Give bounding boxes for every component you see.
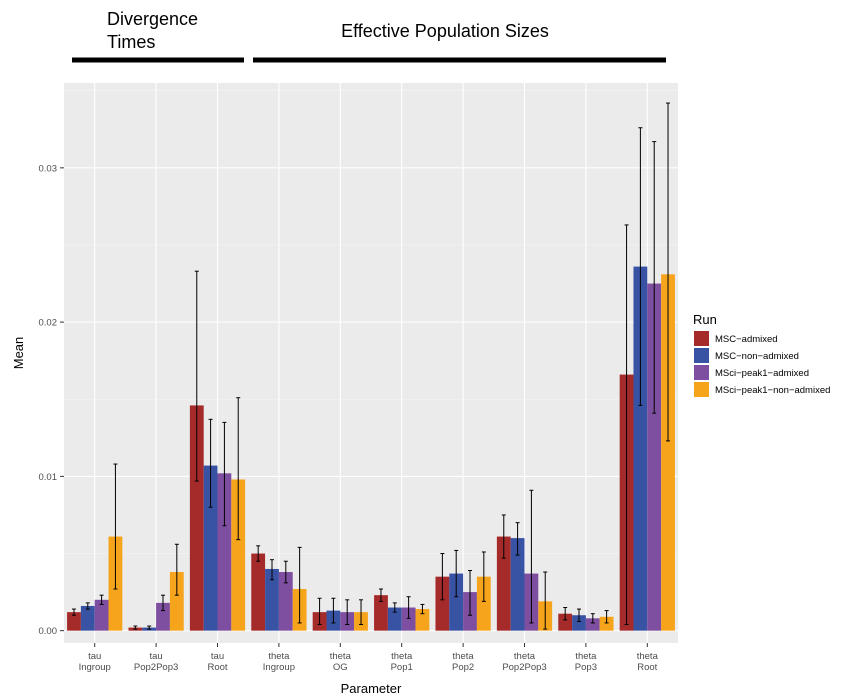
legend-swatch: [694, 331, 709, 346]
legend-swatch: [694, 382, 709, 397]
legend-swatch: [694, 365, 709, 380]
effective-label: Effective Population Sizes: [341, 21, 549, 41]
bar: [585, 618, 600, 631]
bar: [647, 283, 662, 631]
divergence-label-line1: Divergence: [107, 9, 198, 29]
y-tick-label: 0.01: [39, 472, 58, 483]
legend: Run MSC−admixed MSC−non−admixed MSci−peak1…: [693, 312, 830, 397]
x-tick-label: theta Pop3: [575, 651, 597, 673]
bar: [387, 607, 402, 631]
x-tick-label: theta OG: [330, 651, 352, 673]
bar: [599, 616, 614, 631]
bar: [558, 613, 573, 631]
bar: [496, 536, 511, 631]
x-tick-label: tau Root: [207, 651, 227, 673]
legend-label: MSC−admixed: [715, 334, 778, 345]
bar: [67, 612, 81, 631]
bar: [435, 576, 450, 631]
error-bars: [71, 102, 671, 630]
panel-background: [64, 83, 678, 643]
legend-label: MSci−peak1−non−admixed: [715, 385, 830, 396]
bar: [572, 615, 586, 631]
y-tick-label: 0.03: [39, 163, 58, 174]
legend-label: MSci−peak1−admixed: [715, 368, 809, 379]
bar: [265, 568, 279, 631]
x-tick-label: theta Ingroup: [263, 651, 295, 673]
bar: [169, 572, 184, 631]
bar: [633, 266, 648, 631]
bar: [94, 599, 109, 631]
bar: [415, 609, 430, 631]
bar: [661, 274, 675, 631]
x-tick-label: theta Pop1: [391, 651, 413, 673]
bar: [278, 572, 293, 631]
y-tick-label: 0.02: [39, 318, 58, 329]
y-axis: 0.00 0.01 0.02 0.03: [39, 163, 64, 637]
x-tick-label: tau Ingroup: [79, 651, 111, 673]
divergence-label-line2: Times: [107, 32, 155, 52]
legend-swatch: [694, 348, 709, 363]
bar: [156, 602, 170, 631]
x-axis-title: Parameter: [341, 681, 402, 696]
x-tick-label: tau Pop2Pop3: [134, 651, 178, 673]
bar: [251, 553, 266, 631]
bar: [203, 465, 218, 631]
legend-title: Run: [693, 312, 717, 327]
bar: [510, 538, 525, 631]
x-tick-label: theta Pop2: [452, 651, 474, 673]
bar: [374, 595, 388, 631]
x-tick-label: theta Root: [637, 651, 659, 673]
bar: [189, 405, 204, 631]
bar: [231, 479, 246, 631]
bar: [80, 605, 95, 631]
bar: [401, 607, 416, 631]
x-tick-label: theta Pop2Pop3: [502, 651, 546, 673]
bar: [217, 473, 232, 631]
y-tick-label: 0.00: [39, 626, 58, 637]
y-axis-title: Mean: [11, 337, 26, 370]
bar: [476, 576, 491, 631]
bar: [449, 573, 464, 631]
legend-label: MSC−non−admixed: [715, 351, 799, 362]
x-axis: tau Ingroup tau Pop2Pop3 tau Root theta Ingroup…: [79, 643, 659, 673]
